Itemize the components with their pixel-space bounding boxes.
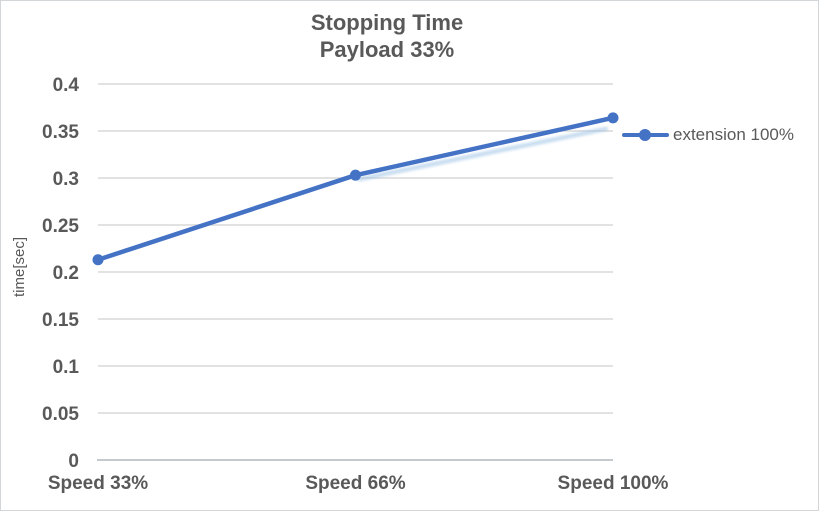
chart-title: Stopping Time Payload 33%	[1, 9, 773, 63]
series-line	[95, 115, 616, 263]
legend-label: extension 100%	[673, 125, 794, 144]
x-tick-label: Speed 66%	[305, 473, 405, 494]
chart-title-line-2: Payload 33%	[319, 37, 455, 62]
legend-line-marker-icon	[622, 124, 669, 146]
y-tick-label: 0.2	[53, 263, 79, 284]
chart-title-line-1: Stopping Time	[310, 10, 464, 35]
legend: extension 100%	[622, 124, 794, 146]
data-point-marker	[92, 254, 104, 266]
data-point-marker	[607, 112, 619, 124]
y-tick-label: 0	[68, 451, 79, 472]
x-tick-label: Speed 33%	[48, 473, 148, 494]
y-tick-label: 0.05	[42, 404, 79, 425]
y-tick-label: 0.25	[42, 216, 79, 237]
series-line-shadow	[357, 126, 609, 182]
y-tick-label: 0.1	[53, 357, 80, 378]
y-tick-label: 0.3	[53, 169, 79, 190]
y-tick-label: 0.15	[42, 310, 79, 331]
y-tick-label: 0.4	[53, 75, 80, 96]
x-tick-label: Speed 100%	[558, 473, 669, 494]
y-tick-label: 0.35	[42, 122, 79, 143]
data-point-marker	[350, 169, 361, 181]
